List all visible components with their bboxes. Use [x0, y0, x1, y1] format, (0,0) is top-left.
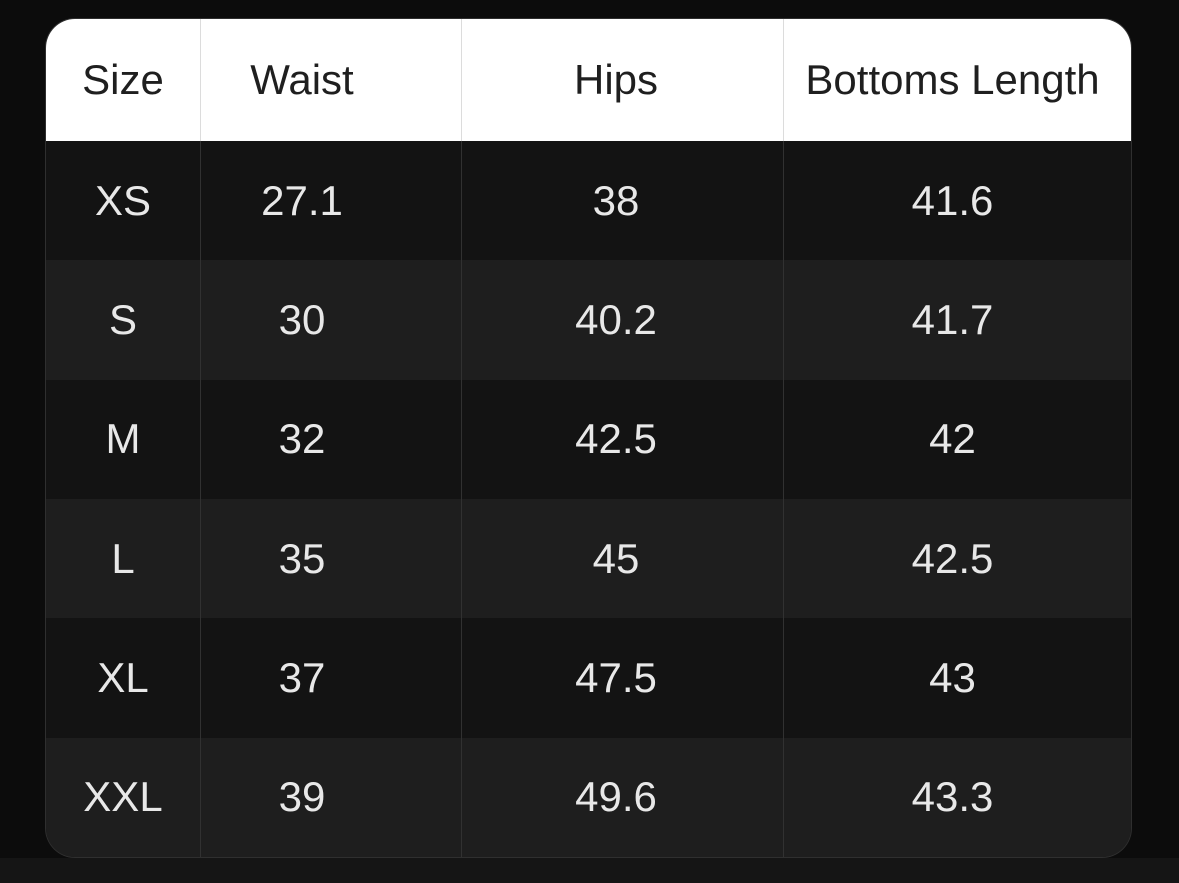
header-cell-hips: Hips	[461, 19, 783, 141]
size-chart-table: Size Waist Hips Bottoms Length XS 27.1 3…	[45, 18, 1132, 858]
cell-size: XL	[97, 653, 149, 701]
cell-waist: 32	[200, 379, 461, 499]
table-row-l: L 35 45 42.5	[46, 498, 1131, 619]
cell-hips: 49.6	[461, 737, 783, 857]
cell-hips: 47.5	[461, 618, 783, 738]
table-row-xs: XS 27.1 38 41.6	[46, 141, 1131, 261]
cell-waist: 30	[200, 260, 461, 380]
cell-bottoms-length: 43.3	[783, 737, 1131, 857]
cell-hips: 45	[461, 498, 783, 619]
cell-size: XS	[94, 176, 152, 224]
cell-hips: 38	[461, 141, 783, 261]
cell-bottoms-length: 41.6	[783, 141, 1131, 261]
cell-bottoms-length: 43	[783, 618, 1131, 738]
content-strip-below-table	[0, 858, 1179, 883]
cell-waist: 27.1	[200, 141, 461, 261]
cell-size: XXL	[83, 773, 163, 821]
cell-waist: 39	[200, 737, 461, 857]
cell-bottoms-length: 42	[783, 379, 1131, 499]
cell-waist: 37	[200, 618, 461, 738]
header-cell-bottoms-length: Bottoms Length	[783, 19, 1131, 141]
cell-hips: 42.5	[461, 379, 783, 499]
cell-waist: 35	[200, 498, 461, 619]
table-row-m: M 32 42.5 42	[46, 379, 1131, 499]
table-row-xxl: XXL 39 49.6 43.3	[46, 737, 1131, 857]
cell-size: S	[108, 295, 137, 343]
table-header-row: Size Waist Hips Bottoms Length	[46, 19, 1131, 141]
cell-size: L	[111, 534, 135, 582]
cell-size: M	[105, 415, 141, 463]
cell-bottoms-length: 42.5	[783, 498, 1131, 619]
table-row-s: S 30 40.2 41.7	[46, 260, 1131, 380]
cell-bottoms-length: 41.7	[783, 260, 1131, 380]
header-cell-waist: Waist	[200, 19, 461, 141]
cell-hips: 40.2	[461, 260, 783, 380]
table-row-xl: XL 37 47.5 43	[46, 618, 1131, 738]
header-cell-size: Size	[82, 56, 164, 103]
